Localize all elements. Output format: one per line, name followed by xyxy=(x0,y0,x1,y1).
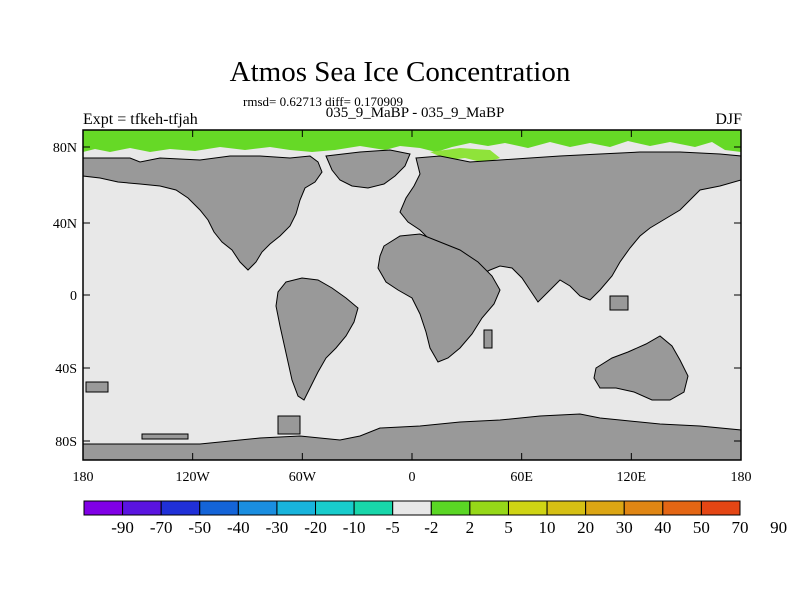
colorbar-swatch xyxy=(392,500,432,516)
arctic-sea-ice xyxy=(83,130,741,152)
colorbar-label: -5 xyxy=(386,518,400,537)
colorbar-label: -20 xyxy=(304,518,327,537)
colorbar-label: 50 xyxy=(693,518,710,537)
colorbar-label: 40 xyxy=(654,518,671,537)
experiment-label: Expt = tfkeh-tfjah xyxy=(83,111,198,128)
y-tick-label: 40N xyxy=(53,217,77,232)
colorbar-swatch xyxy=(83,500,124,516)
colorbar-label: 90 xyxy=(770,518,787,537)
colorbar-label: -30 xyxy=(266,518,289,537)
island-strip xyxy=(141,433,189,440)
colorbar-label: 70 xyxy=(732,518,749,537)
colorbar-swatch xyxy=(237,500,278,516)
colorbar-label: -70 xyxy=(150,518,173,537)
x-tick-label: 180 xyxy=(73,470,94,485)
colorbar-swatch xyxy=(160,500,201,516)
colorbar-swatch xyxy=(507,500,548,516)
colorbar-label: 10 xyxy=(539,518,556,537)
colorbar-swatch xyxy=(353,500,394,516)
x-tick-label: 180 xyxy=(731,470,752,485)
x-tick-label: 60W xyxy=(289,470,317,485)
south-america-landmass xyxy=(275,277,359,401)
colorbar-label: 30 xyxy=(616,518,633,537)
colorbar-swatch xyxy=(662,500,702,516)
y-tick-label: 80S xyxy=(55,435,77,450)
season-label: DJF xyxy=(715,111,742,128)
colorbar-label: 5 xyxy=(504,518,513,537)
x-tick-label: 60E xyxy=(510,470,533,485)
colorbar: -90 -70 -50 -40 -30 -20 -10 -5 -2 2 5 10 20 30 40 50 70 9… xyxy=(83,500,787,537)
greenland-landmass xyxy=(325,149,411,189)
x-tick-label: 120W xyxy=(176,470,211,485)
island-peninsula xyxy=(277,415,301,435)
colorbar-label: -40 xyxy=(227,518,250,537)
y-tick-label: 40S xyxy=(55,362,77,377)
colorbar-swatch xyxy=(623,500,664,516)
colorbar-label: 20 xyxy=(577,518,594,537)
island-new-zealand xyxy=(85,381,109,393)
x-tick-label: 0 xyxy=(409,470,416,485)
colorbar-label: -90 xyxy=(111,518,134,537)
colorbar-label: -2 xyxy=(424,518,438,537)
australia-landmass xyxy=(593,335,689,401)
island-sumatra xyxy=(609,295,629,311)
subtitle: 035_9_MaBP - 035_9_MaBP xyxy=(325,105,505,121)
stats-text: rmsd= 0.62713 diff= 0.170909 xyxy=(243,94,403,109)
island-madagascar xyxy=(483,329,493,349)
map-panel xyxy=(82,129,742,461)
colorbar-swatch xyxy=(469,500,509,516)
colorbar-swatch xyxy=(585,500,625,516)
antarctica-landmass xyxy=(82,413,742,461)
colorbar-swatch xyxy=(122,500,162,516)
map-axes: 180 120W 60W 0 60E 120E 180 80N 40N 0 40S 80S xyxy=(53,130,752,485)
colorbar-swatch xyxy=(700,500,741,516)
colorbar-swatch xyxy=(276,500,317,516)
colorbar-label: 2 xyxy=(466,518,475,537)
y-tick-label: 80N xyxy=(53,141,77,156)
x-tick-label: 120E xyxy=(617,470,647,485)
colorbar-label: -10 xyxy=(343,518,366,537)
colorbar-swatch xyxy=(546,500,587,516)
colorbar-label: -50 xyxy=(188,518,211,537)
north-america-landmass xyxy=(82,155,323,271)
colorbar-swatch xyxy=(199,500,239,516)
colorbar-swatch xyxy=(315,500,355,516)
africa-landmass xyxy=(377,233,501,363)
colorbar-swatch xyxy=(430,500,471,516)
y-tick-label: 0 xyxy=(70,289,77,304)
chart-title: Atmos Sea Ice Concentration xyxy=(229,56,571,88)
